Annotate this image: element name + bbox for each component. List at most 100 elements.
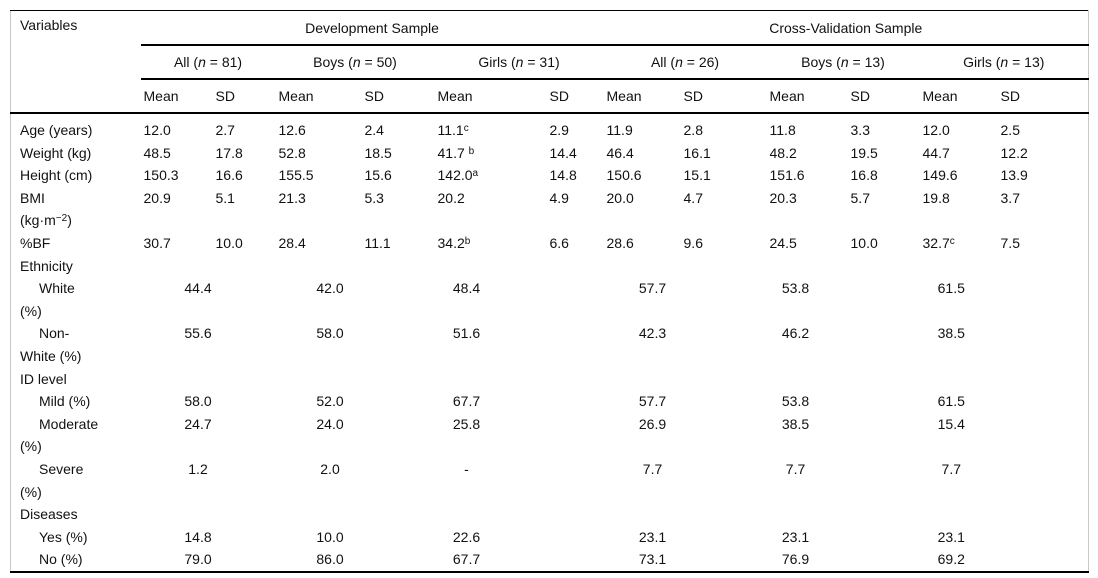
- percent-cell: 69.2: [937, 551, 965, 568]
- value-cell: 16.8: [850, 167, 878, 184]
- subgroup-header-boys-dev: Boys (n = 50): [275, 45, 435, 80]
- table-row: Height (cm) 150.3 16.6 155.5 15.6 142.0a 14.8 1…: [11, 164, 1089, 187]
- percent-cell: 38.5: [781, 415, 810, 432]
- row-label: White (%): [20, 280, 75, 319]
- percent-cell: 86.0: [316, 551, 344, 568]
- value-cell: 48.5: [143, 144, 171, 161]
- value-cell: 4.7: [683, 189, 703, 206]
- variables-header: Variables: [10, 10, 141, 114]
- value-cell: 9.6: [683, 234, 703, 251]
- value-cell: 24.5: [769, 234, 797, 251]
- empty-cell: [141, 255, 1089, 278]
- mean-header: Mean: [434, 79, 547, 114]
- percent-cell: 44.4: [184, 280, 212, 297]
- table-row: Diseases: [11, 503, 1089, 526]
- table-row: Severe (%) 1.2 2.0 - 7.7 7.7 7.7: [11, 458, 1089, 503]
- table-row: BMI (kg·m−2) 20.9 5.1 21.3 5.3 20.2 4.9 20.0 4.7 2…: [11, 187, 1089, 232]
- percent-cell: 52.0: [316, 393, 344, 410]
- value-cell: 11.1c: [437, 122, 469, 138]
- percent-cell: 24.0: [316, 415, 344, 432]
- value-cell: 11.8: [769, 122, 796, 138]
- sd-header: SD: [212, 79, 276, 114]
- subgroup-header-all-dev: All (n = 81): [140, 45, 276, 80]
- percent-cell: 73.1: [638, 551, 667, 568]
- value-cell: 15.6: [364, 167, 392, 184]
- percent-cell: 53.8: [781, 280, 810, 297]
- percent-cell: 76.9: [781, 551, 810, 568]
- percent-cell: 57.7: [638, 393, 667, 410]
- mean-header: Mean: [766, 79, 848, 114]
- percent-cell: 23.1: [781, 528, 810, 545]
- value-cell: 16.6: [215, 167, 243, 184]
- value-cell: 7.5: [1000, 234, 1020, 251]
- percent-cell: 48.4: [452, 280, 481, 297]
- value-cell: 14.8: [549, 167, 577, 184]
- value-cell: 12.2: [1000, 144, 1028, 161]
- empty-cell: [141, 368, 1089, 391]
- value-cell: 20.9: [143, 189, 171, 206]
- row-label: %BF: [20, 234, 51, 251]
- row-label: Severe (%): [20, 460, 84, 500]
- percent-cell: 58.0: [316, 325, 344, 342]
- percent-cell: 46.2: [781, 325, 810, 342]
- percent-cell: 23.1: [638, 528, 667, 545]
- table-row: Age (years) 12.0 2.7 12.6 2.4 11.1c 2.9 11.9 2.8…: [11, 113, 1089, 142]
- value-cell: 2.5: [1000, 122, 1020, 138]
- value-cell: 2.8: [683, 122, 703, 138]
- percent-cell: 55.6: [184, 325, 212, 342]
- percent-cell: 58.0: [184, 393, 212, 410]
- mean-header: Mean: [140, 79, 213, 114]
- value-cell: 151.6: [769, 167, 805, 184]
- value-cell: 20.0: [606, 189, 634, 206]
- percent-cell: -: [464, 460, 469, 477]
- percent-cell: 26.9: [638, 415, 667, 432]
- value-cell: 32.7c: [922, 234, 955, 251]
- value-cell: 12.6: [278, 122, 306, 138]
- value-cell: 18.5: [364, 144, 392, 161]
- table-row: Mild (%) 58.0 52.0 67.7 57.7 53.8 61.5: [11, 390, 1089, 413]
- value-cell: 13.9: [1000, 167, 1028, 184]
- value-cell: 28.4: [278, 234, 306, 251]
- value-cell: 19.5: [850, 144, 878, 161]
- mean-header: Mean: [919, 79, 998, 114]
- value-cell: 15.1: [683, 167, 711, 184]
- value-cell: 21.3: [278, 189, 306, 206]
- value-cell: 12.0: [143, 122, 171, 138]
- percent-cell: 23.1: [937, 528, 965, 545]
- percent-cell: 67.7: [452, 551, 481, 568]
- table-row: Weight (kg) 48.5 17.8 52.8 18.5 41.7 b 14.4 46.…: [11, 142, 1089, 165]
- table-row: Moderate (%) 24.7 24.0 25.8 26.9 38.5 15.4: [11, 413, 1089, 458]
- value-cell: 17.8: [215, 144, 243, 161]
- empty-cell: [141, 503, 1089, 526]
- mean-header: Mean: [603, 79, 681, 114]
- percent-cell: 53.8: [781, 393, 810, 410]
- percent-cell: 79.0: [184, 551, 212, 568]
- subgroup-header-girls-dev: Girls (n = 31): [434, 45, 604, 80]
- percent-cell: 25.8: [452, 415, 481, 432]
- value-cell: 149.6: [922, 167, 958, 184]
- value-cell: 41.7 b: [437, 144, 475, 161]
- value-cell: 5.3: [364, 189, 384, 206]
- table-row: ID level: [11, 368, 1089, 391]
- value-cell: 5.1: [215, 189, 235, 206]
- subgroup-header-row: All (n = 81) Boys (n = 50) Girls (n = 31…: [11, 45, 1089, 80]
- table-row: White (%) 44.4 42.0 48.4 57.7 53.8 61.5: [11, 277, 1089, 322]
- value-cell: 48.2: [769, 144, 797, 161]
- value-cell: 52.8: [278, 144, 306, 161]
- section-label: Ethnicity: [20, 257, 73, 274]
- value-cell: 5.7: [850, 189, 870, 206]
- subgroup-header-boys-cv: Boys (n = 13): [766, 45, 920, 80]
- table-row: Non- White (%) 55.6 58.0 51.6 42.3 46.2 38.5: [11, 322, 1089, 367]
- value-cell: 44.7: [922, 144, 950, 161]
- value-cell: 30.7: [143, 234, 171, 251]
- row-label: No (%): [39, 551, 83, 568]
- percent-cell: 24.7: [184, 415, 212, 432]
- table-row: Yes (%) 14.8 10.0 22.6 23.1 23.1 23.1: [11, 526, 1089, 549]
- percent-cell: 67.7: [452, 393, 481, 410]
- sd-header: SD: [680, 79, 767, 114]
- value-cell: 34.2b: [437, 234, 471, 251]
- descriptives-table: Variables Development Sample Cross-Valid…: [10, 10, 1090, 573]
- percent-cell: 61.5: [937, 393, 965, 410]
- group-header-row: Variables Development Sample Cross-Valid…: [10, 10, 1089, 114]
- table-row: No (%) 79.0 86.0 67.7 73.1 76.9 69.2: [11, 548, 1089, 572]
